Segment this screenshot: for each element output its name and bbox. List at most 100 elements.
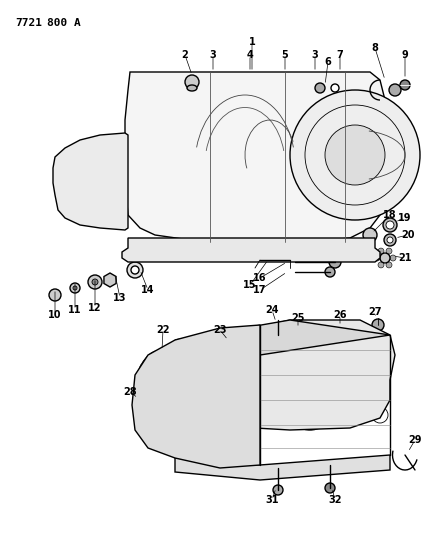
Circle shape	[378, 248, 384, 254]
Polygon shape	[104, 273, 116, 287]
Circle shape	[285, 247, 295, 257]
Text: 16: 16	[253, 273, 267, 283]
Circle shape	[68, 161, 112, 205]
Circle shape	[150, 353, 160, 363]
Text: 28: 28	[123, 387, 137, 397]
Circle shape	[331, 84, 339, 92]
Text: 22: 22	[156, 325, 170, 335]
Text: 14: 14	[141, 285, 155, 295]
Polygon shape	[125, 72, 390, 242]
Circle shape	[386, 248, 392, 254]
Text: 7721: 7721	[15, 18, 42, 28]
Circle shape	[232, 352, 248, 368]
Circle shape	[70, 283, 80, 293]
Circle shape	[386, 221, 394, 229]
Text: 25: 25	[291, 313, 305, 323]
Polygon shape	[228, 320, 395, 430]
Text: 11: 11	[68, 305, 82, 315]
Circle shape	[387, 237, 393, 243]
Text: 7: 7	[337, 50, 343, 60]
Circle shape	[273, 330, 283, 340]
Text: 26: 26	[333, 310, 347, 320]
Circle shape	[362, 352, 378, 368]
Circle shape	[400, 80, 410, 90]
Circle shape	[386, 262, 392, 268]
Circle shape	[140, 364, 146, 370]
Circle shape	[127, 262, 143, 278]
Text: 31: 31	[265, 495, 279, 505]
Text: 21: 21	[398, 253, 412, 263]
Circle shape	[315, 83, 325, 93]
Text: 32: 32	[328, 495, 342, 505]
Text: 3: 3	[210, 50, 217, 60]
Text: 27: 27	[368, 307, 382, 317]
Circle shape	[380, 253, 390, 263]
Text: 2: 2	[181, 50, 188, 60]
Circle shape	[181, 395, 187, 401]
Circle shape	[383, 218, 397, 232]
Circle shape	[140, 426, 146, 432]
Circle shape	[363, 228, 377, 242]
Polygon shape	[175, 320, 390, 355]
Text: 10: 10	[48, 310, 62, 320]
Circle shape	[325, 483, 335, 493]
Polygon shape	[175, 455, 390, 480]
Ellipse shape	[187, 85, 197, 91]
Circle shape	[73, 286, 77, 290]
Text: 20: 20	[401, 230, 415, 240]
Text: 23: 23	[213, 325, 227, 335]
Circle shape	[224, 342, 236, 354]
Text: 29: 29	[408, 435, 422, 445]
Circle shape	[174, 364, 180, 370]
Text: 18: 18	[383, 210, 397, 220]
Circle shape	[88, 275, 102, 289]
Circle shape	[292, 412, 308, 428]
Text: 4: 4	[247, 50, 253, 60]
Text: 19: 19	[398, 213, 412, 223]
Text: 9: 9	[401, 50, 408, 60]
Circle shape	[131, 266, 139, 274]
Circle shape	[372, 407, 388, 423]
Text: 8: 8	[372, 43, 378, 53]
Circle shape	[205, 247, 215, 257]
Text: 24: 24	[265, 305, 279, 315]
Circle shape	[49, 289, 61, 301]
Circle shape	[329, 256, 341, 268]
Text: 800 A: 800 A	[47, 18, 81, 28]
Circle shape	[170, 247, 180, 257]
Circle shape	[292, 347, 308, 363]
Circle shape	[389, 84, 401, 96]
Circle shape	[325, 247, 335, 257]
Ellipse shape	[280, 350, 340, 430]
Circle shape	[325, 267, 335, 277]
Circle shape	[372, 319, 384, 331]
Polygon shape	[122, 238, 380, 262]
Circle shape	[232, 407, 248, 423]
Circle shape	[77, 170, 103, 196]
Text: 1: 1	[249, 37, 256, 47]
Polygon shape	[53, 133, 128, 230]
Circle shape	[84, 177, 96, 189]
Circle shape	[384, 234, 396, 246]
Circle shape	[185, 75, 199, 89]
Text: 13: 13	[113, 293, 127, 303]
Text: 3: 3	[312, 50, 318, 60]
Circle shape	[140, 247, 150, 257]
Circle shape	[133, 395, 139, 401]
Circle shape	[157, 351, 163, 357]
Circle shape	[92, 279, 98, 285]
Circle shape	[355, 247, 365, 257]
Circle shape	[374, 255, 380, 261]
Circle shape	[174, 426, 180, 432]
Text: 5: 5	[282, 50, 288, 60]
Circle shape	[390, 255, 396, 261]
Circle shape	[325, 125, 385, 185]
Text: 12: 12	[88, 303, 102, 313]
Circle shape	[290, 90, 420, 220]
Text: 17: 17	[253, 285, 267, 295]
Circle shape	[157, 439, 163, 445]
Circle shape	[245, 247, 255, 257]
Text: 15: 15	[243, 280, 257, 290]
Polygon shape	[132, 325, 260, 468]
Circle shape	[273, 485, 283, 495]
